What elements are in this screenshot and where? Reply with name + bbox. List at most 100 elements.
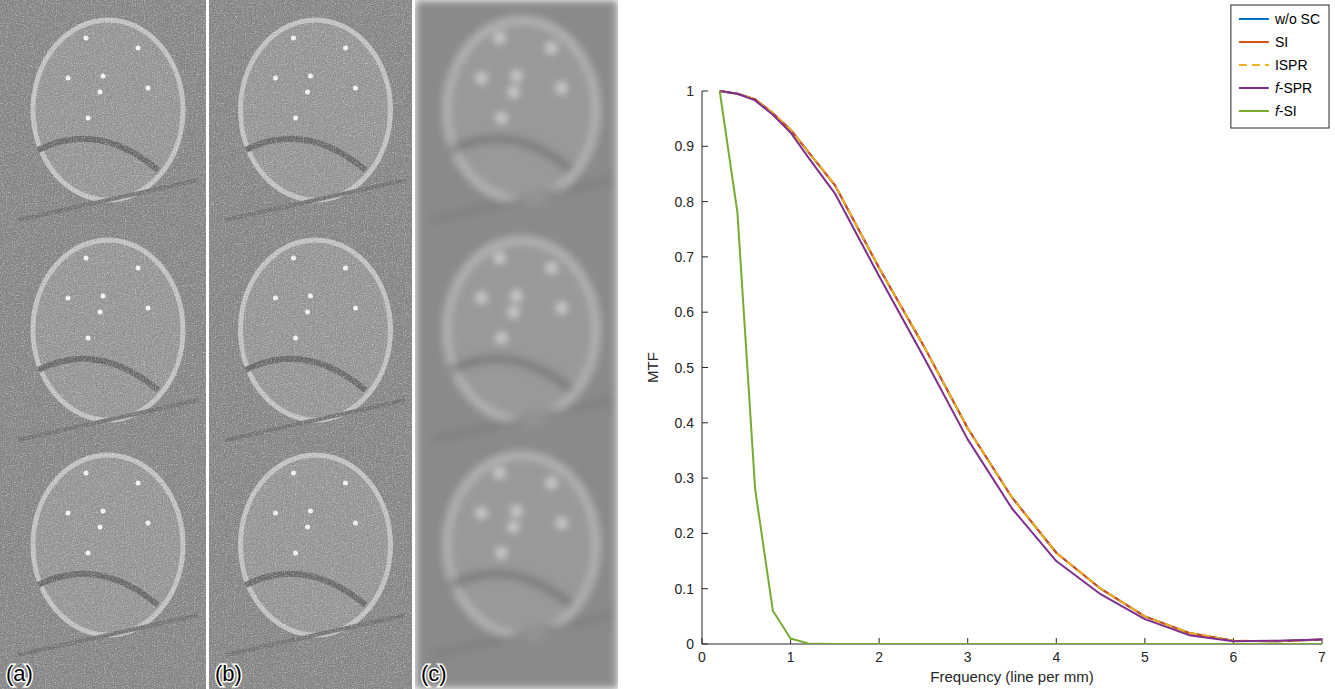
- tissue: [226, 615, 406, 655]
- y-tick: [702, 312, 708, 313]
- background: [209, 0, 412, 689]
- calcification: [66, 511, 71, 516]
- y-tick: [702, 533, 708, 534]
- y-tick: [702, 644, 708, 645]
- image-panel: [0, 0, 206, 689]
- background: [415, 0, 618, 689]
- x-tick-label: 6: [1230, 649, 1238, 665]
- calcification: [478, 509, 486, 517]
- x-tick: [702, 638, 703, 644]
- breast-phantom: [33, 20, 183, 200]
- calcification: [136, 266, 141, 271]
- y-tick-label: 0.1: [675, 581, 695, 597]
- calcification: [343, 481, 348, 486]
- breast-phantom: [33, 455, 183, 635]
- calcification: [291, 36, 296, 41]
- image-content: [209, 0, 412, 689]
- calcification: [291, 471, 296, 476]
- calcification: [98, 310, 103, 315]
- y-tick: [702, 91, 708, 92]
- tissue: [432, 615, 612, 655]
- calcification: [548, 264, 556, 272]
- tissue: [226, 180, 406, 220]
- calcification: [66, 296, 71, 301]
- calcification: [496, 469, 504, 477]
- x-tick-label: 2: [875, 649, 883, 665]
- panel-label: (b): [215, 661, 242, 686]
- calcification: [146, 521, 151, 526]
- legend-swatch: [1239, 18, 1269, 20]
- y-tick-label: 0.2: [675, 525, 695, 541]
- calcification: [513, 507, 521, 515]
- calcification: [273, 511, 278, 516]
- calcification: [293, 551, 298, 556]
- calcification: [548, 44, 556, 52]
- y-tick-label: 0.7: [675, 249, 695, 265]
- calcification: [498, 334, 506, 342]
- calcification: [558, 519, 566, 527]
- image-content: [415, 0, 618, 689]
- calcification: [86, 336, 91, 341]
- y-tick: [702, 146, 708, 147]
- y-tick-label: 0.5: [675, 360, 695, 376]
- y-axis-title: MTF: [644, 352, 661, 383]
- calcification: [84, 471, 89, 476]
- image-panel: [415, 0, 618, 689]
- y-tick-label: 0: [686, 636, 694, 652]
- tissue: [452, 574, 572, 605]
- breast-phantom: [241, 455, 391, 635]
- axes: 0123456700.10.20.30.40.50.60.70.80.91: [675, 83, 1327, 665]
- calcification: [86, 116, 91, 121]
- panel-label: (c): [421, 661, 447, 686]
- calcification: [146, 306, 151, 311]
- tissue: [38, 139, 158, 170]
- y-tick: [702, 367, 708, 368]
- tissue: [226, 400, 406, 440]
- calcification: [308, 74, 313, 79]
- legend-swatch: [1239, 87, 1269, 89]
- series-line: [720, 91, 1322, 644]
- calcification: [496, 254, 504, 262]
- calcification: [308, 294, 313, 299]
- figure: (a)(b)(c)0123456700.10.20.30.40.50.60.70…: [0, 0, 1335, 689]
- y-tick-label: 0.3: [675, 470, 695, 486]
- y-tick: [702, 478, 708, 479]
- y-tick-label: 0.6: [675, 304, 695, 320]
- legend-label: f-SI: [1275, 103, 1297, 119]
- calcification: [146, 86, 151, 91]
- tissue: [18, 400, 198, 440]
- tissue: [432, 400, 612, 440]
- x-tick-label: 1: [787, 649, 795, 665]
- calcification: [305, 310, 310, 315]
- tissue: [246, 359, 366, 390]
- tissue: [452, 139, 572, 170]
- y-tick-label: 1: [686, 83, 694, 99]
- tissue: [452, 359, 572, 390]
- calcification: [293, 116, 298, 121]
- calcification: [136, 46, 141, 51]
- calcification: [86, 551, 91, 556]
- calcification: [305, 525, 310, 530]
- calcification: [478, 74, 486, 82]
- calcification: [496, 34, 504, 42]
- tissue: [432, 180, 612, 220]
- x-tick-label: 4: [1052, 649, 1060, 665]
- calcification: [101, 74, 106, 79]
- calcification: [84, 36, 89, 41]
- breast-phantom: [241, 240, 391, 420]
- tissue: [246, 574, 366, 605]
- tissue: [18, 615, 198, 655]
- calcification: [291, 256, 296, 261]
- y-tick: [702, 588, 708, 589]
- background: [0, 0, 206, 689]
- x-tick-label: 7: [1318, 649, 1326, 665]
- calcification: [273, 296, 278, 301]
- breast-phantom: [447, 20, 597, 200]
- panel-label: (a): [6, 661, 33, 686]
- legend-swatch: [1239, 41, 1269, 43]
- y-tick-label: 0.8: [675, 194, 695, 210]
- image-content: [0, 0, 206, 689]
- calcification: [510, 523, 518, 531]
- legend: w/o SCSIISPRf-SPRf-SI: [1231, 5, 1329, 128]
- calcification: [343, 266, 348, 271]
